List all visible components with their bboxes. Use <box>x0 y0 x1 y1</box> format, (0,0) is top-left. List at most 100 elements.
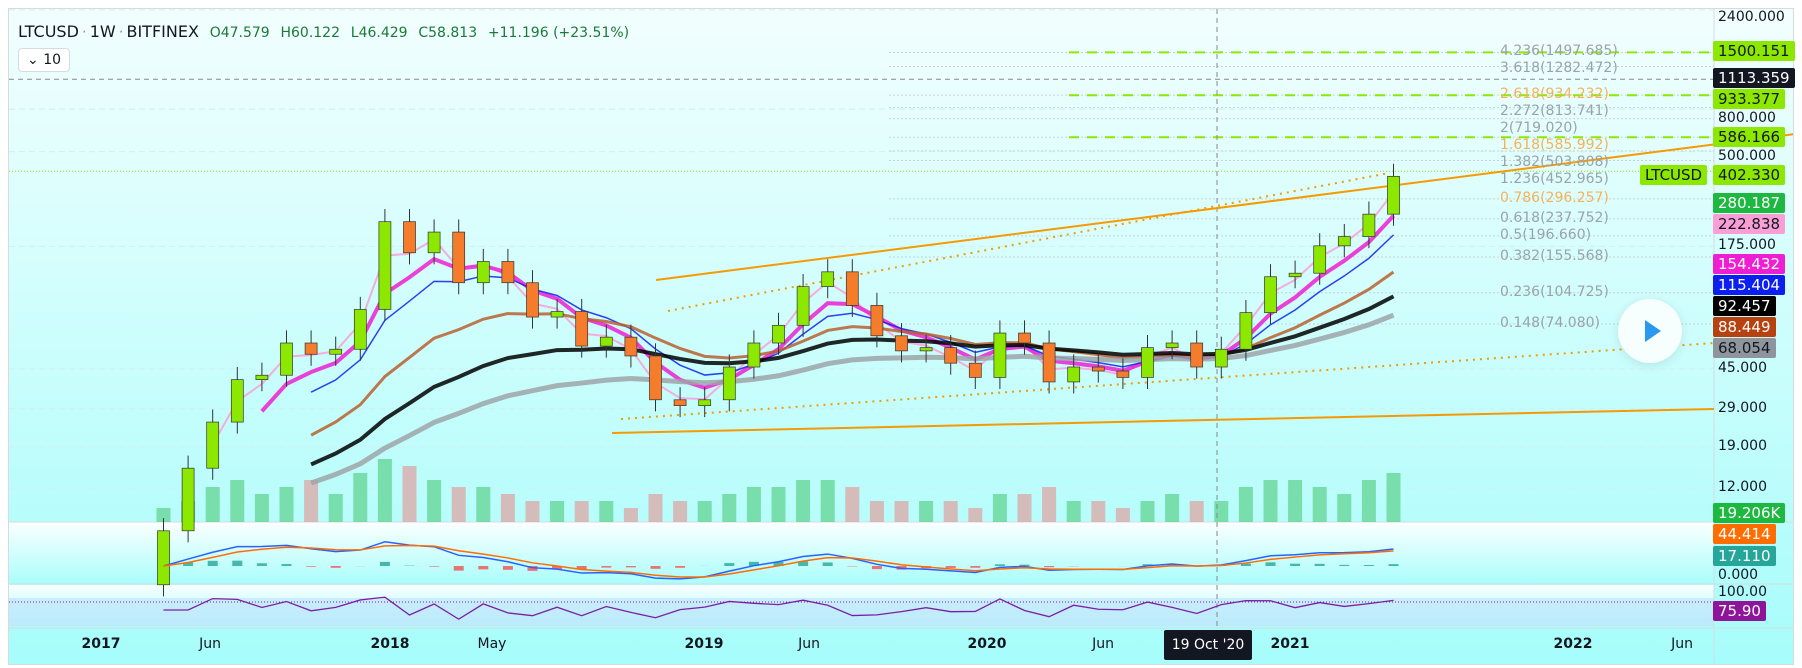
macd-histogram-bar <box>724 563 735 566</box>
volume-bar <box>722 494 737 522</box>
macd-histogram-bar <box>1314 563 1325 566</box>
macd-histogram-bar <box>207 560 218 566</box>
price-label: 154.432 <box>1713 254 1786 275</box>
price-label: 1113.359 <box>1713 68 1795 89</box>
volume-bar <box>1263 480 1278 522</box>
fib-level-label: 2.272(813.741) <box>1500 103 1609 120</box>
fib-level-label: 0.5(196.660) <box>1500 226 1592 243</box>
candle <box>944 347 958 364</box>
volume-bar <box>869 501 884 522</box>
fib-level-label: 0.618(237.752) <box>1500 209 1609 226</box>
time-axis-label: 2019 <box>684 636 724 652</box>
price-tick: 19.000 <box>1718 437 1767 454</box>
macd-histogram-bar <box>281 564 292 566</box>
ohlc-low: L46.429 <box>350 25 408 41</box>
crosshair-date-label: 19 Oct '20 <box>1164 630 1252 660</box>
macd-histogram-bar <box>576 566 587 570</box>
candle <box>599 336 613 347</box>
macd-value-label: 17.110 <box>1713 546 1776 566</box>
symbol-header: LTCUSD · 1W · BITFINEX O47.579 H60.122 L46.4… <box>18 22 630 41</box>
candle <box>1190 342 1204 368</box>
volume-bar <box>1337 494 1352 522</box>
macd-histogram-bar <box>1044 566 1055 568</box>
volume-bar <box>525 501 540 522</box>
price-label: 280.187 <box>1713 192 1786 213</box>
volume-bar <box>328 494 343 522</box>
indicators-toggle-button[interactable]: ⌄ 10 <box>18 48 71 72</box>
trendline-upper-dotted <box>667 172 1390 312</box>
candle <box>501 261 515 284</box>
volume-bar <box>1140 501 1155 522</box>
play-replay-button[interactable] <box>1618 299 1682 363</box>
volume-bar <box>845 487 860 522</box>
volume-bar <box>1017 494 1032 522</box>
candle <box>1042 342 1056 383</box>
macd-histogram-bar <box>232 560 243 566</box>
interval[interactable]: 1W <box>89 22 116 41</box>
candle <box>772 324 785 344</box>
volume-bar <box>992 494 1007 522</box>
macd-histogram-bar <box>675 566 686 568</box>
volume-bar <box>1115 508 1130 522</box>
macd-histogram-bar <box>1339 564 1350 566</box>
macd-histogram-bar <box>748 561 759 566</box>
fib-level-label: 0.382(155.568) <box>1500 247 1609 264</box>
time-axis-label: 2021 <box>1270 636 1310 652</box>
chevron-down-icon: ⌄ <box>27 52 39 68</box>
fib-level-label: 3.618(1282.472) <box>1500 60 1618 77</box>
fib-level-label: 2(719.020) <box>1500 120 1578 137</box>
indicator-count: 10 <box>43 52 62 68</box>
trendline-upper <box>655 133 1793 281</box>
ohlc-close: C58.813 <box>418 25 478 41</box>
macd-histogram-bar <box>1265 562 1276 566</box>
time-axis-label: Jun <box>1671 636 1693 652</box>
fib-level-label: 1.618(585.992) <box>1500 137 1609 154</box>
chart-frame <box>8 8 1794 665</box>
macd-histogram-bar <box>822 562 833 566</box>
rsi-value-label: 75.90 <box>1713 601 1766 621</box>
candle <box>550 311 564 318</box>
price-tick: 45.000 <box>1718 360 1767 376</box>
price-label: 402.330 <box>1713 165 1786 186</box>
chart-canvas[interactable] <box>9 9 1794 665</box>
volume-bar <box>500 494 515 522</box>
fib-level-label: 4.236(1497.685) <box>1500 43 1618 60</box>
macd-histogram-bar <box>625 566 636 568</box>
moving-average-line <box>310 294 1395 467</box>
candle <box>206 421 220 469</box>
volume-bar <box>943 501 958 522</box>
candle <box>993 332 1007 378</box>
volume-bar <box>402 466 417 522</box>
volume-bar <box>820 480 835 522</box>
macd-histogram-bar <box>1019 564 1030 566</box>
volume-bar <box>1042 487 1057 522</box>
volume-bar <box>599 501 614 522</box>
candle <box>1018 332 1031 344</box>
volume-bar <box>304 480 319 522</box>
volume-bar <box>1361 480 1376 522</box>
candle <box>1313 245 1327 274</box>
candle <box>673 399 687 406</box>
volume-bar <box>1288 480 1303 522</box>
price-label: 88.449 <box>1713 317 1776 338</box>
volume-bar <box>1238 487 1253 522</box>
ohlc-change: +11.196 (+23.51%) <box>487 25 630 41</box>
volume-bar <box>1091 501 1106 522</box>
time-axis-label: Jun <box>199 636 221 652</box>
price-label: 933.377 <box>1713 89 1786 110</box>
candle <box>1091 366 1105 372</box>
candle <box>1067 366 1081 383</box>
candle <box>1239 312 1253 350</box>
symbol-name[interactable]: LTCUSD <box>18 22 79 41</box>
fib-level-label: 1.382(503.808) <box>1500 154 1609 171</box>
macd-signal-line <box>163 544 1394 578</box>
candle <box>870 305 884 337</box>
candle <box>624 336 638 357</box>
macd-value-label: 44.414 <box>1713 524 1776 544</box>
candle <box>280 342 293 376</box>
time-axis-label: Jun <box>798 636 820 652</box>
candle <box>919 347 933 352</box>
macd-histogram-bar <box>552 566 563 570</box>
volume-bar <box>771 487 786 522</box>
ohlc-open: O47.579 <box>209 25 270 41</box>
